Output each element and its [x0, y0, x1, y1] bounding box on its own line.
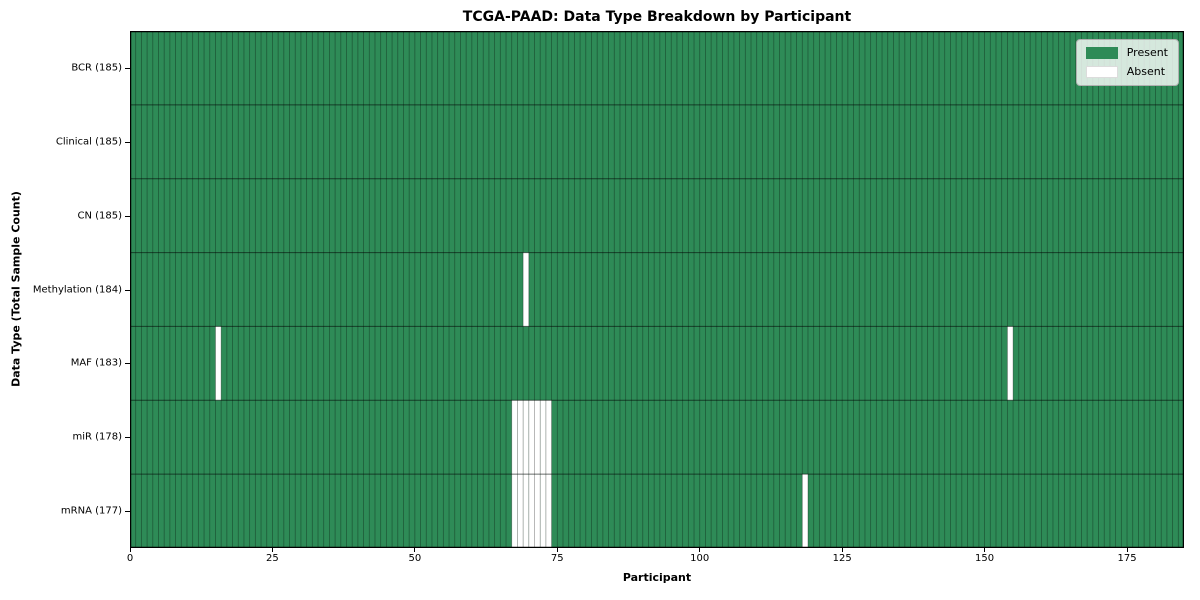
legend-label-present: Present: [1126, 46, 1168, 59]
legend: Present Absent: [1075, 39, 1179, 86]
absent-swatch-icon: [1085, 66, 1118, 78]
presence-matrix: [130, 31, 1184, 548]
absent-cell: [528, 474, 535, 548]
row-label-mrna: mRNA (177): [60, 505, 122, 517]
x-tick-mark: [699, 548, 701, 552]
row-label-clinical: Clinical (185): [55, 136, 122, 148]
x-tick-mark: [1126, 548, 1128, 552]
absent-cell: [534, 400, 541, 475]
absent-cell: [215, 326, 222, 401]
x-tick-label: 0: [126, 553, 134, 564]
x-tick-label: 50: [408, 553, 422, 564]
absent-cell: [540, 400, 546, 475]
absent-cell: [523, 474, 529, 548]
present-swatch-icon: [1085, 47, 1118, 59]
x-tick-mark: [414, 548, 416, 552]
absent-cell: [523, 252, 529, 327]
row-label-maf: MAF (183): [70, 357, 122, 369]
x-axis-label: Participant: [622, 571, 692, 584]
row-label-mir: miR (178): [72, 431, 122, 443]
absent-cell: [540, 474, 546, 548]
x-tick-mark: [984, 548, 986, 552]
absent-cell: [802, 474, 808, 548]
row-label-cn: CN (185): [77, 210, 122, 222]
x-tick-mark: [556, 548, 558, 552]
x-tick-label: 125: [832, 553, 852, 564]
absent-cell: [534, 474, 541, 548]
y-tick-mark: [125, 511, 130, 513]
row-label-methylation: Methylation (184): [32, 284, 122, 295]
x-tick-label: 150: [975, 553, 995, 564]
x-tick-label: 100: [690, 553, 710, 564]
legend-item-absent: Absent: [1085, 65, 1168, 78]
absent-cell: [517, 474, 524, 548]
x-tick-label: 75: [550, 553, 564, 564]
x-tick-mark: [841, 548, 843, 552]
legend-item-present: Present: [1085, 46, 1168, 59]
y-tick-mark: [125, 215, 130, 217]
y-tick-mark: [125, 437, 130, 439]
y-tick-mark: [125, 67, 130, 69]
absent-cell: [523, 400, 529, 475]
x-tick-mark: [129, 548, 131, 552]
absent-cell: [511, 474, 518, 548]
absent-cell: [528, 400, 535, 475]
row-label-bcr: BCR (185): [71, 62, 122, 74]
x-tick-label: 175: [1117, 553, 1137, 564]
y-tick-mark: [125, 141, 130, 143]
absent-cell: [517, 400, 524, 475]
absent-cell: [545, 400, 552, 475]
absent-cell: [1007, 326, 1014, 401]
chart-title: TCGA-PAAD: Data Type Breakdown by Partic…: [462, 9, 852, 25]
y-tick-mark: [125, 363, 130, 365]
absent-cell: [545, 474, 552, 548]
plot-area: Present Absent: [130, 31, 1184, 548]
x-tick-label: 25: [266, 553, 279, 564]
x-tick-mark: [271, 548, 273, 552]
absent-cell: [511, 400, 518, 475]
y-tick-mark: [125, 289, 130, 291]
legend-label-absent: Absent: [1126, 65, 1166, 78]
